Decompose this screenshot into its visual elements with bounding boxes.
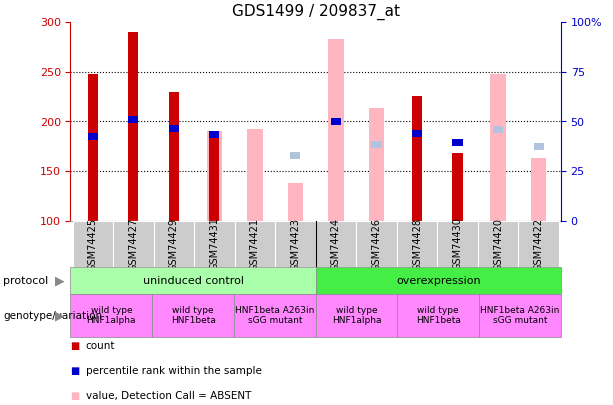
Text: GSM74426: GSM74426	[371, 217, 381, 271]
Bar	[128, 116, 139, 123]
Bar	[194, 221, 235, 267]
Text: wild type
HNF1alpha: wild type HNF1alpha	[332, 306, 381, 325]
Bar	[247, 130, 262, 221]
Bar	[169, 125, 179, 132]
Title: GDS1499 / 209837_at: GDS1499 / 209837_at	[232, 3, 400, 19]
Text: GSM74423: GSM74423	[291, 217, 300, 271]
Text: GSM74430: GSM74430	[452, 217, 463, 271]
Bar	[169, 92, 179, 221]
Text: GSM74421: GSM74421	[250, 217, 260, 271]
Bar	[331, 118, 341, 125]
Text: ■: ■	[70, 391, 80, 401]
Bar	[369, 108, 384, 221]
Bar	[478, 221, 519, 267]
Text: GSM74420: GSM74420	[493, 217, 503, 271]
Bar	[493, 126, 503, 133]
Bar	[412, 96, 422, 221]
Bar	[209, 131, 219, 138]
Bar	[235, 221, 275, 267]
Bar	[88, 74, 98, 221]
Bar	[412, 130, 422, 137]
Text: wild type
HNF1alpha: wild type HNF1alpha	[86, 306, 136, 325]
Text: protocol: protocol	[3, 276, 48, 286]
Text: ■: ■	[70, 341, 80, 351]
Bar	[531, 158, 546, 221]
Bar	[490, 74, 506, 221]
Text: count: count	[86, 341, 115, 351]
Bar	[452, 153, 463, 221]
Text: wild type
HNF1beta: wild type HNF1beta	[416, 306, 461, 325]
Text: GSM74424: GSM74424	[331, 217, 341, 271]
Bar	[291, 152, 300, 159]
Text: ▶: ▶	[55, 274, 64, 288]
Text: uninduced control: uninduced control	[143, 276, 243, 286]
Text: percentile rank within the sample: percentile rank within the sample	[86, 366, 262, 376]
Bar	[519, 221, 559, 267]
Text: GSM74429: GSM74429	[169, 217, 179, 271]
Bar	[209, 136, 219, 221]
Bar	[533, 143, 544, 150]
Text: ■: ■	[70, 366, 80, 376]
Text: GSM74425: GSM74425	[88, 217, 98, 271]
Bar	[154, 221, 194, 267]
Text: wild type
HNF1beta: wild type HNF1beta	[170, 306, 216, 325]
Text: genotype/variation: genotype/variation	[3, 311, 102, 321]
Text: GSM74422: GSM74422	[533, 217, 544, 271]
Bar	[316, 221, 356, 267]
Bar	[371, 141, 381, 148]
Text: HNF1beta A263in
sGG mutant: HNF1beta A263in sGG mutant	[481, 306, 560, 325]
Bar	[397, 221, 437, 267]
Bar	[328, 39, 344, 221]
Bar	[72, 221, 113, 267]
Bar	[287, 183, 303, 221]
Bar	[88, 133, 98, 140]
Bar	[437, 221, 478, 267]
Bar	[275, 221, 316, 267]
Bar	[128, 32, 139, 221]
Text: HNF1beta A263in
sGG mutant: HNF1beta A263in sGG mutant	[235, 306, 314, 325]
Text: overexpression: overexpression	[396, 276, 481, 286]
Bar	[356, 221, 397, 267]
Text: GSM74427: GSM74427	[128, 217, 139, 271]
Bar	[113, 221, 154, 267]
Text: value, Detection Call = ABSENT: value, Detection Call = ABSENT	[86, 391, 251, 401]
Text: ▶: ▶	[55, 309, 64, 322]
Bar	[452, 139, 463, 146]
Text: GSM74431: GSM74431	[210, 217, 219, 271]
Text: GSM74428: GSM74428	[412, 217, 422, 271]
Bar	[207, 131, 222, 221]
